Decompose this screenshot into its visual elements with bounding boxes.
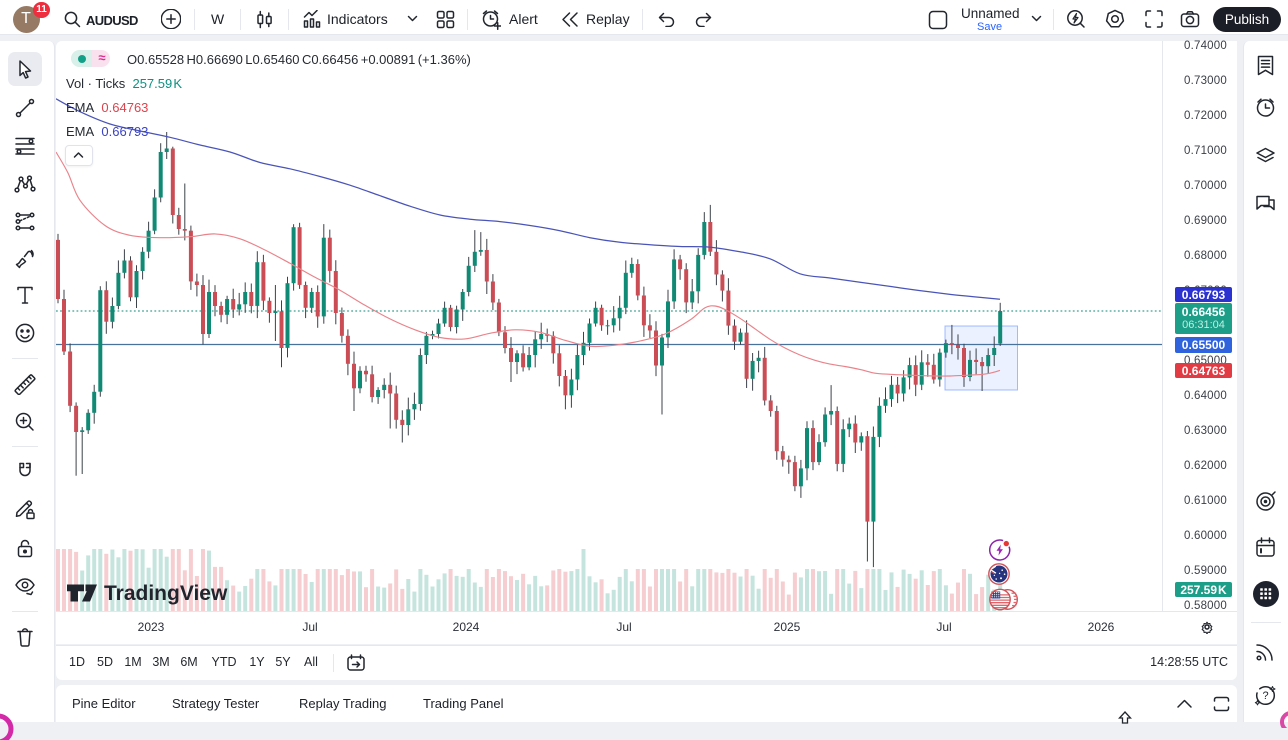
svg-text:TradingView: TradingView [104,582,228,605]
svg-text:?: ? [1262,690,1268,702]
